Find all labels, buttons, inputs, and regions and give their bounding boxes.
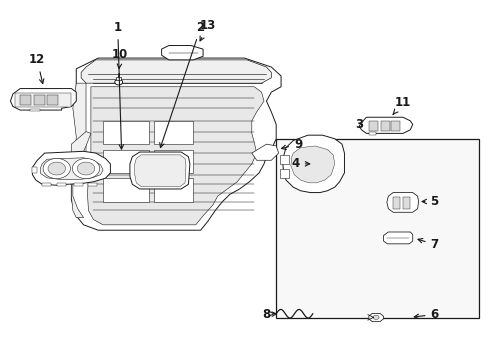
Polygon shape bbox=[282, 135, 344, 193]
Circle shape bbox=[72, 158, 100, 179]
Bar bbox=[42, 183, 51, 186]
Bar bbox=[368, 121, 377, 131]
Bar bbox=[154, 178, 193, 202]
Bar bbox=[154, 149, 193, 173]
Polygon shape bbox=[71, 132, 91, 162]
Bar bbox=[402, 197, 409, 210]
Bar bbox=[279, 169, 289, 178]
Bar bbox=[390, 121, 399, 131]
Bar bbox=[15, 93, 71, 107]
Bar bbox=[74, 183, 82, 186]
Text: 7: 7 bbox=[417, 238, 438, 251]
Circle shape bbox=[115, 79, 122, 85]
Bar bbox=[103, 178, 149, 202]
Text: 11: 11 bbox=[392, 96, 410, 114]
Polygon shape bbox=[161, 45, 203, 60]
Bar bbox=[154, 121, 193, 144]
Bar bbox=[88, 183, 97, 186]
Bar bbox=[20, 95, 31, 105]
Bar bbox=[32, 167, 37, 173]
Polygon shape bbox=[135, 155, 185, 186]
Bar bbox=[103, 149, 149, 173]
Text: 3: 3 bbox=[354, 118, 363, 131]
Bar bbox=[103, 121, 149, 144]
Polygon shape bbox=[41, 158, 103, 179]
Bar bbox=[276, 139, 478, 318]
Circle shape bbox=[77, 162, 95, 175]
Bar bbox=[368, 132, 375, 135]
Bar bbox=[57, 183, 65, 186]
Text: 6: 6 bbox=[413, 308, 438, 321]
Text: 10: 10 bbox=[112, 48, 128, 68]
Text: 8: 8 bbox=[262, 308, 276, 321]
Bar bbox=[30, 109, 40, 111]
Text: 4: 4 bbox=[291, 157, 309, 170]
Circle shape bbox=[372, 315, 378, 319]
Polygon shape bbox=[251, 144, 278, 160]
Text: 12: 12 bbox=[29, 53, 45, 84]
Text: 13: 13 bbox=[200, 19, 216, 41]
Bar bbox=[34, 95, 44, 105]
Polygon shape bbox=[10, 89, 76, 110]
Polygon shape bbox=[130, 152, 189, 189]
Polygon shape bbox=[81, 60, 271, 83]
Polygon shape bbox=[386, 193, 418, 212]
Polygon shape bbox=[290, 146, 334, 183]
Bar bbox=[279, 155, 289, 164]
Text: 1: 1 bbox=[113, 21, 123, 149]
Polygon shape bbox=[32, 151, 110, 185]
Polygon shape bbox=[71, 83, 86, 218]
Text: 2: 2 bbox=[160, 21, 204, 148]
Bar bbox=[380, 121, 389, 131]
Text: 9: 9 bbox=[281, 138, 302, 150]
Bar bbox=[116, 77, 121, 80]
Polygon shape bbox=[71, 58, 281, 230]
Circle shape bbox=[43, 158, 70, 179]
Polygon shape bbox=[368, 314, 383, 321]
Bar bbox=[47, 95, 58, 105]
Circle shape bbox=[48, 162, 65, 175]
Text: 5: 5 bbox=[421, 195, 438, 208]
Polygon shape bbox=[87, 87, 264, 225]
Polygon shape bbox=[358, 117, 412, 134]
Bar bbox=[392, 197, 399, 210]
Polygon shape bbox=[383, 232, 412, 244]
